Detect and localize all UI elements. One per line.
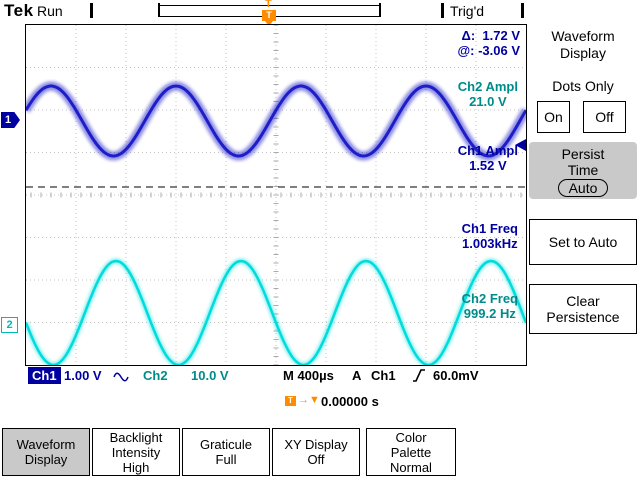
trigger-level-arrow-icon [515, 139, 526, 151]
bottom-menu-waveform-display[interactable]: Waveform Display [2, 428, 90, 476]
side-menu-title: Waveform Display [551, 28, 615, 61]
ch2-scale-readout: 10.0 V [191, 368, 229, 383]
top-divider [441, 3, 444, 18]
cursor-at-value: @: -3.06 V [457, 43, 520, 58]
trigger-position-marker-icon: T [262, 10, 276, 26]
bottom-menu-color-palette[interactable]: Color Palette Normal [366, 428, 456, 476]
bottom-menu-xy-display[interactable]: XY Display Off [272, 428, 360, 476]
channel1-position-marker: 1 [1, 112, 20, 128]
top-divider [521, 3, 524, 18]
measurement-label: Ch2 Ampl [457, 79, 518, 94]
cursor-delta-value: Δ: 1.72 V [461, 28, 520, 43]
dots-only-on-button[interactable]: On [537, 101, 570, 133]
tek-logo: Tek [4, 1, 34, 20]
dots-only-off-button[interactable]: Off [583, 101, 626, 133]
measurement-label: Ch1 Freq [461, 221, 518, 236]
measurement-ch1-freq: Ch1 Freq 1.003kHz [462, 221, 518, 251]
persist-time-label: Persist Time [561, 146, 605, 178]
acquisition-state: Run [37, 3, 63, 19]
horizontal-position-arrows-icon: →▼ [298, 394, 320, 406]
set-to-auto-button[interactable]: Set to Auto [529, 219, 637, 265]
trigger-source-readout: Ch1 [371, 368, 396, 383]
measurement-ch1-ampl: Ch1 Ampl 1.52 V [458, 143, 518, 173]
trigger-position-indicator: T [265, 0, 272, 10]
measurement-value: 1.003kHz [462, 236, 518, 251]
trigger-status: Trig'd [450, 3, 485, 19]
rising-edge-icon [413, 369, 425, 382]
ch1-scale-readout: 1.00 V [64, 368, 102, 383]
top-divider [90, 3, 93, 18]
acquisition-mode: A [352, 368, 362, 383]
measurement-value: 21.0 V [469, 94, 507, 109]
horizontal-position-marker-icon: T [285, 396, 296, 406]
persist-time-button[interactable]: Persist Time Auto [529, 142, 637, 199]
dots-only-label: Dots Only [552, 78, 614, 94]
persist-time-value: Auto [557, 179, 609, 197]
trigger-level-readout: 60.0mV [433, 368, 479, 383]
bottom-menu-backlight-intensity[interactable]: Backlight Intensity High [92, 428, 180, 476]
cursor-readout: Δ: 1.72 V @: -3.06 V [457, 28, 520, 58]
waveform-display [26, 25, 526, 365]
clear-persistence-button[interactable]: Clear Persistence [529, 284, 637, 334]
channel2-position-marker: 2 [1, 317, 18, 333]
ch1-badge: Ch1 [28, 367, 61, 384]
measurement-ch2-ampl: Ch2 Ampl 21.0 V [458, 79, 518, 109]
measurement-label: Ch2 Freq [461, 291, 518, 306]
ch2-label: Ch2 [143, 368, 168, 383]
timebase-readout: M 400µs [283, 368, 334, 383]
graticule: Δ: 1.72 V @: -3.06 V Ch2 Ampl 21.0 V Ch1… [25, 24, 527, 366]
horizontal-position-readout: 0.00000 s [321, 394, 379, 409]
ac-coupling-icon [113, 372, 129, 382]
measurement-value: 1.52 V [469, 158, 507, 173]
bottom-menu-graticule[interactable]: Graticule Full [182, 428, 270, 476]
measurement-value: 999.2 Hz [463, 306, 516, 321]
measurement-ch2-freq: Ch2 Freq 999.2 Hz [462, 291, 518, 321]
measurement-label: Ch1 Ampl [457, 143, 518, 158]
